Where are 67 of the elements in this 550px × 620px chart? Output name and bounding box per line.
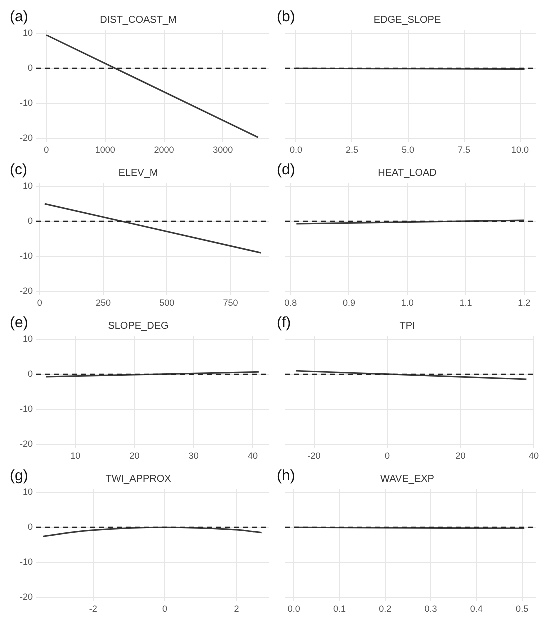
text: (b): [277, 8, 296, 26]
y-tick-label: -10: [20, 404, 33, 414]
chart-title: ELEV_M: [118, 168, 158, 179]
y-tick-label: 0: [28, 216, 33, 226]
x-tick-label: -2: [89, 604, 98, 614]
chart-title: HEAT_LOAD: [378, 168, 437, 179]
chart-title: DIST_COAST_M: [100, 14, 177, 26]
x-tick-label: 0: [44, 145, 50, 156]
text: (e): [10, 314, 28, 332]
x-tick-label: 5.0: [402, 145, 415, 156]
x-tick-label: 0.8: [284, 298, 298, 308]
y-tick-label: -10: [20, 251, 33, 262]
y-tick-label: 10: [22, 180, 33, 191]
text: (g): [10, 468, 28, 485]
x-tick-label: 0.5: [516, 604, 529, 614]
y-tick-label: -20: [20, 133, 33, 144]
x-tick-label: 10.0: [512, 145, 530, 156]
x-tick-label: 40: [528, 451, 539, 462]
x-tick-label: 1.0: [401, 298, 414, 308]
x-tick-label: 1.1: [460, 298, 472, 308]
text: (d): [277, 162, 296, 179]
x-tick-label: 0.9: [342, 298, 356, 308]
x-tick-label: 0.2: [379, 604, 392, 614]
x-tick-label: 1.2: [518, 298, 531, 308]
x-tick-label: 250: [96, 298, 111, 308]
x-tick-label: -20: [308, 451, 321, 462]
x-tick-label: 0.4: [470, 604, 483, 614]
x-tick-label: 10: [70, 451, 81, 462]
x-tick-label: 0: [162, 604, 168, 614]
x-tick-label: 0.1: [334, 604, 346, 614]
y-tick-label: -10: [20, 98, 33, 108]
y-tick-label: 0: [28, 522, 33, 532]
x-tick-label: 30: [188, 451, 199, 462]
text: (f): [277, 314, 292, 332]
y-tick-label: 10: [22, 334, 33, 344]
x-tick-label: 0.0: [290, 145, 302, 156]
x-tick-label: 7.5: [458, 145, 471, 156]
x-tick-label: 20: [130, 451, 140, 462]
chart-title: TPI: [400, 320, 416, 332]
chart-title: WAVE_EXP: [380, 474, 435, 485]
y-tick-label: 10: [22, 28, 33, 38]
y-tick-label: -20: [20, 439, 33, 450]
x-tick-label: 0: [385, 451, 390, 462]
x-tick-label: 2.5: [346, 145, 358, 156]
y-tick-label: 10: [22, 486, 33, 497]
x-tick-label: 20: [456, 451, 466, 462]
x-tick-label: 2000: [154, 145, 174, 156]
x-tick-label: 1000: [95, 145, 116, 156]
x-tick-label: 0.3: [424, 604, 438, 614]
x-tick-label: 2: [234, 604, 240, 614]
x-tick-label: 0: [37, 298, 42, 308]
y-tick-label: 0: [28, 369, 33, 380]
chart-title: EDGE_SLOPE: [374, 14, 442, 26]
text: (a): [10, 8, 28, 26]
chart-title: TWI_APPROX: [106, 474, 172, 485]
y-tick-label: -20: [20, 286, 33, 296]
x-tick-label: 0.0: [288, 604, 300, 614]
text: (h): [277, 468, 296, 485]
x-tick-label: 3000: [213, 145, 234, 156]
x-tick-label: 40: [248, 451, 258, 462]
y-tick-label: 0: [28, 63, 33, 74]
y-tick-label: -20: [20, 592, 33, 602]
text: (c): [10, 162, 28, 179]
x-tick-label: 750: [223, 298, 238, 308]
x-tick-label: 500: [160, 298, 175, 308]
y-tick-label: -10: [20, 557, 33, 568]
chart-title: SLOPE_DEG: [108, 320, 170, 332]
